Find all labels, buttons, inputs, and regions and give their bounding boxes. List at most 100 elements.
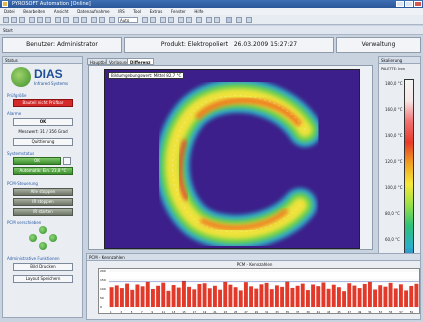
user-label: Benutzer: Administrator [26,41,98,48]
bar [197,283,202,307]
print-icon[interactable] [214,17,220,23]
bar [274,285,279,307]
settings-icon[interactable] [236,17,242,23]
open-icon[interactable] [11,17,17,23]
y-tick-label: 0 [100,305,102,309]
y-tick-label: 100 [100,287,106,291]
x-tick-label: 19 [203,310,207,314]
copy-icon[interactable] [37,17,43,23]
dias-logo: DIAS Infrared Systems [11,67,77,89]
x-tick-label: 27 [244,310,248,314]
not-testable-button[interactable]: Bauteil nicht Prüfbar [13,99,73,107]
bar [207,288,212,307]
menu-item-irs[interactable]: IRS [118,9,125,14]
bar [398,284,403,307]
bar [114,285,119,307]
x-tick-label: 29 [255,310,259,314]
bar [218,289,223,307]
point-icon[interactable] [196,17,202,23]
user-display: Benutzer: Administrator [2,37,122,53]
x-tick-label: 41 [317,310,321,314]
menu-item-fenster[interactable]: Fenster [170,9,186,14]
ir-start-button[interactable]: IR starten [13,208,73,216]
bar [249,286,254,307]
x-tick-label: 11 [162,310,166,314]
bar [367,281,372,307]
stop-icon[interactable] [99,17,105,23]
section-control-label: PCM-Steuerung [7,181,38,186]
bar [130,289,135,307]
bar [305,290,310,307]
camera-icon[interactable] [226,17,232,23]
palette-icon[interactable] [160,17,166,23]
maximize-button[interactable] [405,1,413,7]
bar [393,288,398,307]
arrow-right-icon[interactable] [49,234,57,242]
bar [238,290,243,307]
acknowledge-button[interactable]: Quittierung [13,138,73,146]
redo-icon[interactable] [63,17,69,23]
measure-icon[interactable] [168,17,174,23]
bar [202,283,207,307]
arrow-down-icon[interactable] [39,242,47,250]
app-icon [2,1,8,7]
bar [280,286,285,307]
record-icon[interactable] [109,17,115,23]
bar [187,286,192,307]
menu-item-extras[interactable]: Extras [149,9,163,14]
minimize-button[interactable] [396,1,404,7]
bar [295,285,300,307]
line-icon[interactable] [186,17,192,23]
bar [290,287,295,307]
close-button[interactable] [414,1,422,7]
help-icon[interactable] [246,17,252,23]
x-tick-label: 21 [213,310,217,314]
zoom-fit-icon[interactable] [142,17,148,23]
admin-label: Verwaltung [361,41,396,48]
x-tick-label: 59 [410,310,414,314]
menu-item-datenaufnahme[interactable]: Datenaufnahme [77,9,110,14]
x-tick-label: 17 [193,310,197,314]
admin-button[interactable]: Verwaltung [336,37,421,53]
palette-tick: 180,0 °C [385,81,403,86]
export-icon[interactable] [206,17,212,23]
x-tick-label: 3 [120,310,122,314]
menu-item-bearbeiten[interactable]: Bearbeiten [23,9,46,14]
print-image-button[interactable]: Bild Drucken [13,263,73,271]
menu-item-datei[interactable]: Datei [4,9,15,14]
zoom-out-icon[interactable] [81,17,87,23]
bar [269,289,274,307]
undo-icon[interactable] [55,17,61,23]
cut-icon[interactable] [29,17,35,23]
alarm-ok-button[interactable]: OK [13,118,73,126]
toolbar: Auto [0,15,423,25]
grid-icon[interactable] [150,17,156,23]
bar [347,283,352,307]
thermal-image[interactable]: Bildumgebungswert: Mittel 82,7 °C [104,69,360,249]
zoom-in-icon[interactable] [73,17,79,23]
product-display: Produkt: Elektropoliert 26.03.2009 15:27… [124,37,334,53]
arrow-left-icon[interactable] [29,234,37,242]
stop-all-button[interactable]: Alle stoppen [13,188,73,196]
bar [326,288,331,307]
play-icon[interactable] [91,17,97,23]
x-tick-label: 15 [182,310,186,314]
new-icon[interactable] [3,17,9,23]
x-tick-label: 5 [131,310,133,314]
save-icon[interactable] [19,17,25,23]
bar [357,288,362,307]
menu-item-ansicht[interactable]: Ansicht [53,9,69,14]
save-layout-button[interactable]: Layout Speichern [13,275,73,283]
menu-item-tool[interactable]: Tool [133,9,142,14]
area-icon[interactable] [178,17,184,23]
bar [352,285,357,307]
bar [171,285,176,307]
bar [166,290,171,307]
ir-stop-button[interactable]: IR stoppen [13,198,73,206]
zoom-select[interactable]: Auto [118,17,138,23]
system-info-button[interactable] [63,157,71,165]
paste-icon[interactable] [45,17,51,23]
menu-item-hilfe[interactable]: Hilfe [194,9,204,14]
arrow-up-icon[interactable] [39,226,47,234]
tab-differenz[interactable]: Differenz [127,58,154,65]
